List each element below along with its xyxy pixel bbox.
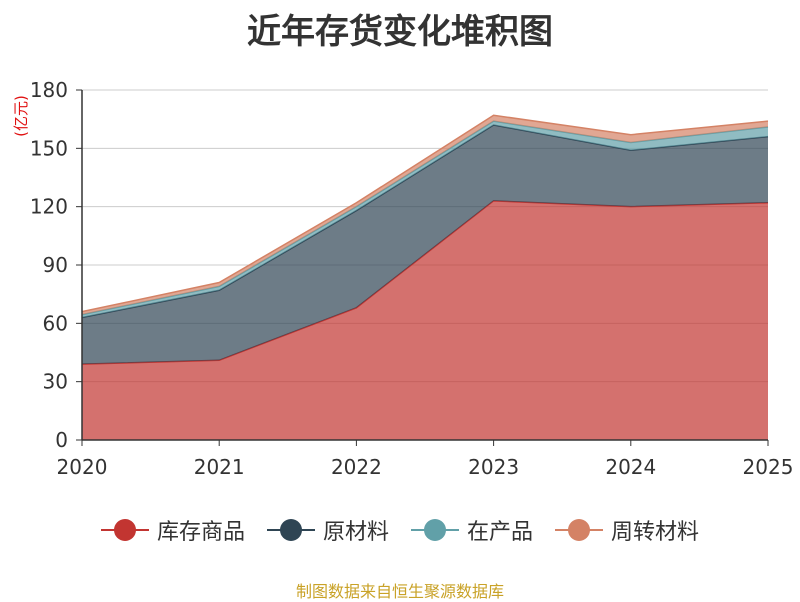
chart-title: 近年存货变化堆积图 bbox=[247, 12, 553, 52]
legend-marker bbox=[266, 517, 315, 543]
legend-label: 在产品 bbox=[467, 520, 534, 545]
x-tick-label: 2023 bbox=[468, 455, 519, 479]
legend-item[interactable]: 库存商品 bbox=[100, 514, 245, 546]
area-周转材料 bbox=[82, 115, 768, 315]
x-tick-label: 2020 bbox=[57, 455, 108, 479]
x-tick-label: 2021 bbox=[194, 455, 245, 479]
legend-item[interactable]: 周转材料 bbox=[555, 514, 699, 546]
y-tick-label: 90 bbox=[43, 253, 68, 277]
legend-marker bbox=[555, 517, 604, 543]
y-tick-label: 180 bbox=[30, 78, 68, 102]
legend-marker bbox=[100, 517, 149, 543]
area-原材料 bbox=[82, 125, 768, 365]
x-tick-label: 2024 bbox=[605, 455, 656, 479]
series-line-原材料 bbox=[81, 124, 769, 319]
y-tick-label: 120 bbox=[30, 195, 68, 219]
area-在产品 bbox=[82, 121, 768, 318]
source-note: 制图数据来自恒生聚源数据库 bbox=[295, 582, 504, 601]
axes: 0 30 60 90 120 150 180 2020 2021 2022 2023 2024 2025 bbox=[30, 78, 794, 479]
series-line-周转材料 bbox=[81, 114, 769, 313]
legend-label: 周转材料 bbox=[611, 520, 700, 545]
legend-marker bbox=[411, 517, 459, 543]
legend: 库存商品 原材料 在产品 周转材料 bbox=[0, 514, 800, 546]
x-tick-label: 2025 bbox=[743, 455, 794, 479]
y-axis-unit-label: (亿元) bbox=[12, 95, 30, 137]
legend-label: 库存商品 bbox=[156, 520, 245, 545]
legend-item[interactable]: 在产品 bbox=[411, 514, 533, 546]
legend-item[interactable]: 原材料 bbox=[266, 514, 389, 546]
area-series bbox=[81, 114, 769, 440]
y-tick-label: 150 bbox=[30, 136, 68, 160]
y-tick-label: 60 bbox=[43, 311, 68, 335]
area-库存商品 bbox=[82, 200, 768, 440]
y-tick-label: 0 bbox=[55, 428, 68, 452]
legend-label: 原材料 bbox=[322, 520, 389, 545]
y-tick-label: 30 bbox=[43, 370, 68, 394]
x-tick-label: 2022 bbox=[331, 455, 382, 479]
